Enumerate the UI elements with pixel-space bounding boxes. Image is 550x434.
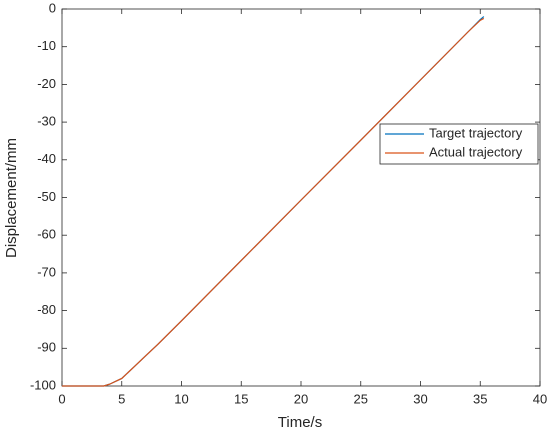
- x-tick-label: 30: [413, 391, 427, 406]
- x-tick-label: 15: [234, 391, 248, 406]
- plot-area: [61, 8, 541, 387]
- y-tick-label: -70: [37, 264, 56, 279]
- x-tick-label: 0: [58, 391, 65, 406]
- y-tick-label: -80: [37, 302, 56, 317]
- x-tick-label: 20: [294, 391, 308, 406]
- y-tick-label: -10: [37, 38, 56, 53]
- x-tick-label: 25: [354, 391, 368, 406]
- y-tick-label: 0: [49, 0, 56, 15]
- y-tick-label: -30: [37, 114, 56, 129]
- x-tick-label: 35: [473, 391, 487, 406]
- y-tick-label: -40: [37, 151, 56, 166]
- y-tick-label: -90: [37, 340, 56, 355]
- legend-label: Target trajectory: [429, 125, 523, 140]
- x-tick-label: 10: [174, 391, 188, 406]
- legend-box: [379, 123, 539, 165]
- y-tick-label: -60: [37, 227, 56, 242]
- x-axis-label: Time/s: [278, 414, 322, 431]
- y-tick-label: -50: [37, 189, 56, 204]
- x-tick-label: 40: [533, 391, 547, 406]
- series-line: [62, 17, 485, 387]
- y-tick-label: -20: [37, 76, 56, 91]
- y-axis-label: Displacement/mm: [3, 138, 20, 258]
- y-tick-label: -100: [30, 377, 56, 392]
- x-tick-label: 5: [118, 391, 125, 406]
- legend-label: Actual trajectory: [429, 144, 523, 159]
